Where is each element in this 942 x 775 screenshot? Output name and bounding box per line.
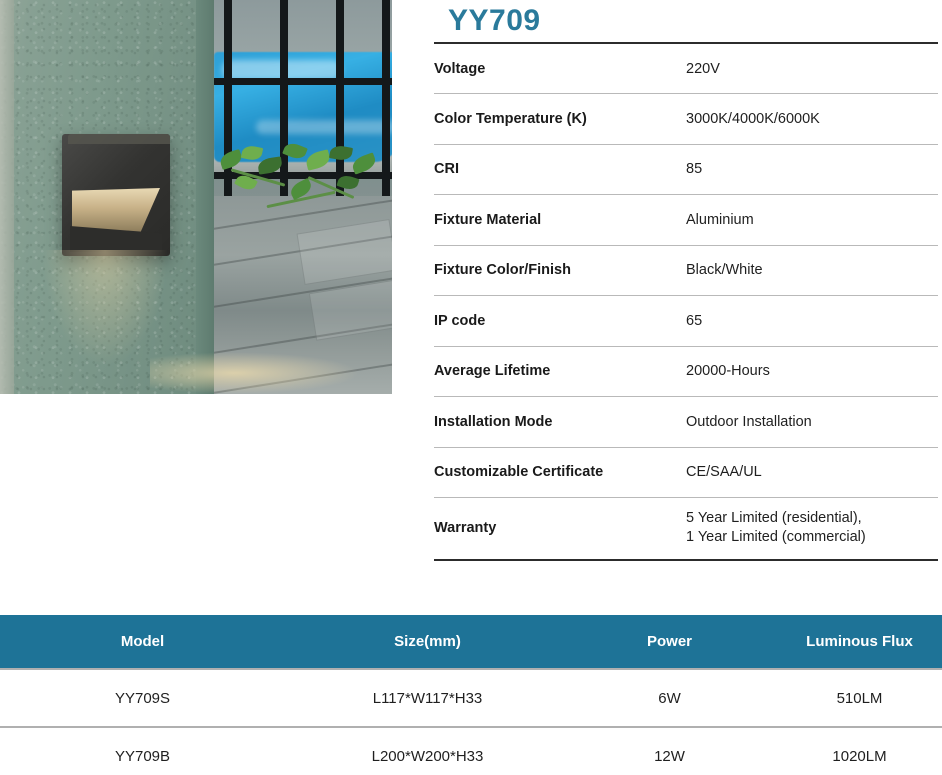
spec-row-cri: CRI 85 — [434, 143, 938, 195]
cell-flux: 510LM — [769, 668, 942, 727]
spec-label: Fixture Color/Finish — [434, 244, 686, 296]
warranty-line-2: 1 Year Limited (commercial) — [686, 529, 866, 546]
spec-row-ip-code: IP code 65 — [434, 295, 938, 346]
spec-label: Warranty — [434, 497, 686, 561]
spec-label: Voltage — [434, 42, 686, 94]
photo-outdoor-scene — [196, 0, 392, 394]
spec-value: 85 — [686, 143, 938, 195]
photo-light-spill — [40, 250, 170, 370]
spec-row-customizable-certificate: Customizable Certificate CE/SAA/UL — [434, 446, 938, 498]
photo-ground-glow — [150, 352, 360, 394]
spec-row-voltage: Voltage 220V — [434, 42, 938, 94]
model-comparison-section: Model Size(mm) Power Luminous Flux YY709… — [0, 615, 942, 775]
spec-row-fixture-color-finish: Fixture Color/Finish Black/White — [434, 244, 938, 296]
specification-section: YY709 Voltage 220V Color Temperature (K)… — [434, 0, 938, 561]
photo-pool — [214, 52, 392, 162]
product-photo — [0, 0, 392, 394]
spec-row-average-lifetime: Average Lifetime 20000-Hours — [434, 345, 938, 397]
cell-size: L117*W117*H33 — [285, 668, 570, 727]
photo-step-light-fixture — [62, 134, 170, 256]
spec-value: CE/SAA/UL — [686, 446, 938, 498]
spec-label: Color Temperature (K) — [434, 93, 686, 144]
cell-size: L200*W200*H33 — [285, 726, 570, 775]
cell-power: 12W — [570, 726, 769, 775]
cell-power: 6W — [570, 668, 769, 727]
spec-row-color-temperature: Color Temperature (K) 3000K/4000K/6000K — [434, 93, 938, 144]
spec-row-installation-mode: Installation Mode Outdoor Installation — [434, 396, 938, 447]
spec-label: CRI — [434, 143, 686, 195]
model-table: Model Size(mm) Power Luminous Flux YY709… — [0, 615, 942, 775]
spec-value: 20000-Hours — [686, 345, 938, 397]
specification-table: Voltage 220V Color Temperature (K) 3000K… — [434, 42, 938, 561]
spec-label: Customizable Certificate — [434, 446, 686, 498]
spec-row-warranty: Warranty 5 Year Limited (residential), 1… — [434, 497, 938, 561]
spec-label: Fixture Material — [434, 194, 686, 245]
column-header-size: Size(mm) — [394, 633, 461, 650]
spec-value: Outdoor Installation — [686, 396, 938, 447]
spec-label: Installation Mode — [434, 396, 686, 447]
column-header-model: Model — [120, 633, 165, 650]
cell-model: YY709B — [0, 726, 285, 775]
table-row: YY709B L200*W200*H33 12W 1020LM — [0, 726, 942, 775]
cell-model: YY709S — [0, 668, 285, 727]
product-title: YY709 — [448, 4, 541, 37]
spec-value: 220V — [686, 42, 938, 94]
spec-row-fixture-material: Fixture Material Aluminium — [434, 194, 938, 245]
cell-flux: 1020LM — [769, 726, 942, 775]
column-header-power: Power — [646, 633, 692, 650]
spec-label: IP code — [434, 295, 686, 346]
table-row: YY709S L117*W117*H33 6W 510LM — [0, 668, 942, 727]
spec-value: 5 Year Limited (residential), 1 Year Lim… — [686, 497, 938, 561]
spec-value: Aluminium — [686, 194, 938, 245]
spec-value: 65 — [686, 295, 938, 346]
spec-label: Average Lifetime — [434, 345, 686, 397]
spec-value: 3000K/4000K/6000K — [686, 93, 938, 144]
spec-value: Black/White — [686, 244, 938, 296]
column-header-luminous-flux: Luminous Flux — [806, 633, 913, 650]
warranty-line-1: 5 Year Limited (residential), — [686, 510, 862, 527]
model-table-header-row: Model Size(mm) Power Luminous Flux — [0, 615, 942, 669]
